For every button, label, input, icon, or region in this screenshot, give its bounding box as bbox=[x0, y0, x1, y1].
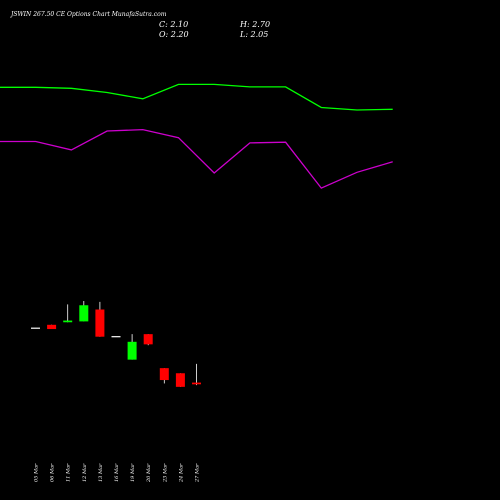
candle-05-mar bbox=[31, 327, 40, 329]
open-value: O: 2.20 bbox=[159, 30, 189, 39]
overlay-line-1 bbox=[0, 83, 393, 111]
x-tick-label: 24 Mar bbox=[178, 463, 184, 483]
low-value: L: 2.05 bbox=[239, 30, 268, 39]
x-tick-label: 20 Mar bbox=[146, 463, 152, 483]
candle-16-mar bbox=[111, 336, 121, 338]
x-tick-label: 13 Mar bbox=[98, 463, 104, 482]
candle-body bbox=[159, 368, 169, 381]
x-tick-label: 19 Mar bbox=[130, 463, 136, 482]
x-tick-label: 12 Mar bbox=[82, 463, 88, 482]
overlay-line-2 bbox=[0, 128, 393, 189]
candle-body bbox=[175, 373, 185, 387]
close-value: C: 2.10 bbox=[159, 20, 188, 29]
x-tick-label: 11 Mar bbox=[66, 463, 72, 482]
candle-body bbox=[95, 309, 105, 337]
high-value: H: 2.70 bbox=[239, 20, 270, 29]
candle-body bbox=[111, 336, 121, 338]
x-tick-label: 27 Mar bbox=[195, 463, 201, 483]
candle-24-mar bbox=[175, 373, 185, 387]
candle-body bbox=[79, 305, 89, 322]
candle-11-mar bbox=[63, 304, 73, 323]
x-tick-label: 16 Mar bbox=[114, 463, 120, 482]
overlay-lines bbox=[0, 83, 393, 189]
candle-body bbox=[31, 327, 40, 329]
candle-body bbox=[192, 382, 201, 385]
x-axis-ticks: 05 Mar 06 Mar 11 Mar 12 Mar 13 Mar 16 Mar 19 M… bbox=[34, 463, 201, 483]
candle-13-mar bbox=[95, 301, 105, 337]
candle-06-mar bbox=[47, 324, 57, 330]
candlesticks bbox=[31, 301, 201, 387]
candle-27-mar bbox=[192, 363, 201, 386]
candle-19-mar bbox=[127, 334, 137, 360]
candle-20-mar bbox=[143, 334, 153, 346]
candle-body bbox=[143, 334, 153, 345]
chart-title: JSWIN 267.50 CE Options Chart MunafaSutr… bbox=[9, 11, 167, 18]
candle-23-mar bbox=[159, 368, 169, 384]
x-tick-label: 23 Mar bbox=[162, 463, 168, 483]
candle-body bbox=[47, 324, 57, 330]
candle-body bbox=[127, 341, 137, 360]
candle-body bbox=[63, 320, 73, 323]
x-tick-label: 06 Mar bbox=[50, 463, 56, 482]
candle-12-mar bbox=[79, 301, 89, 322]
x-tick-label: 05 Mar bbox=[34, 463, 40, 482]
